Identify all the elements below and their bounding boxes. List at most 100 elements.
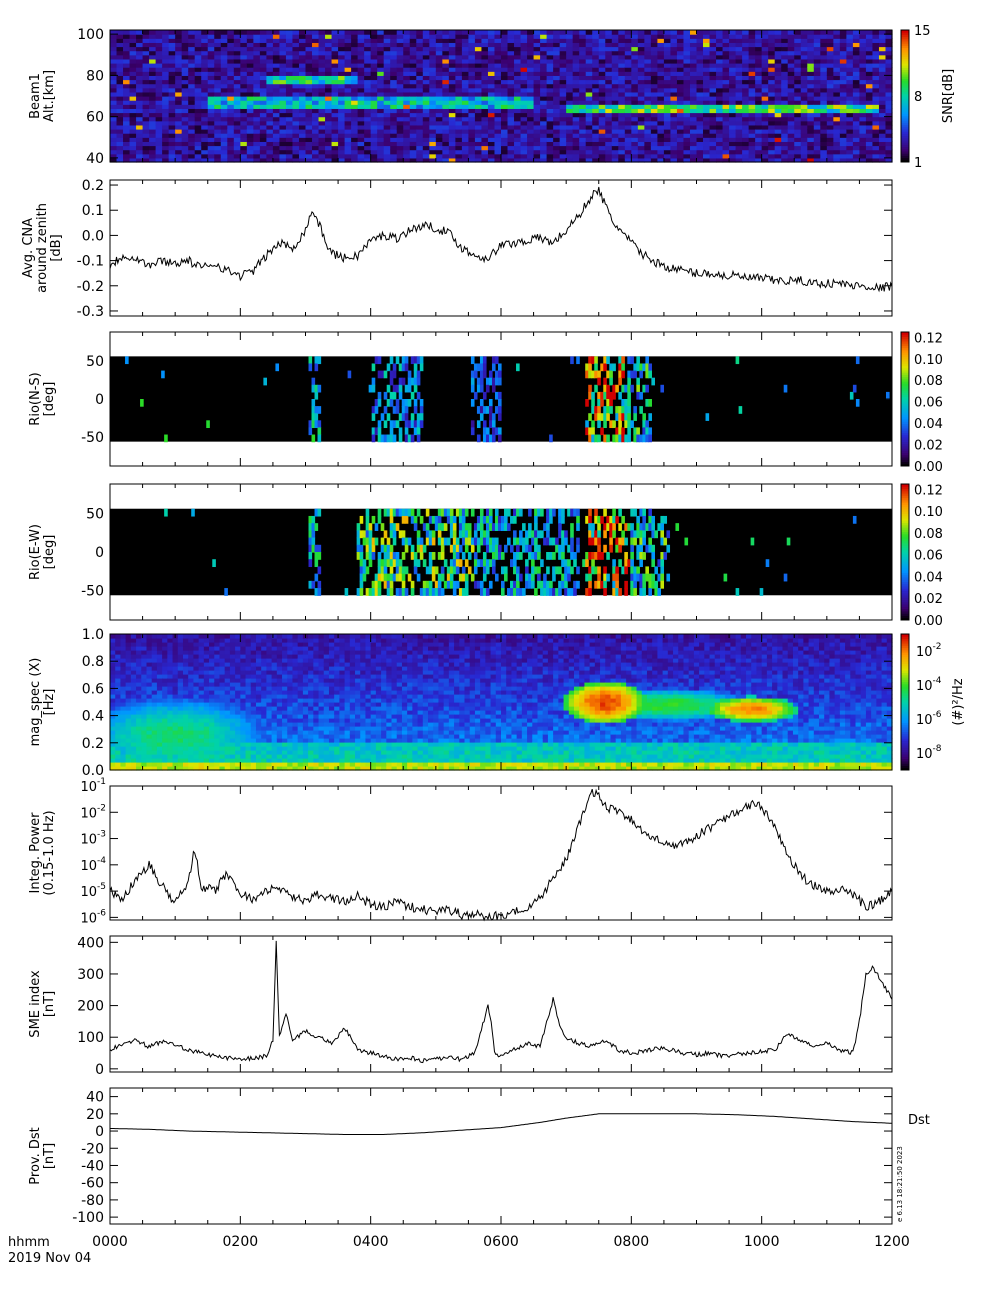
beam-cell [416,67,424,72]
beam-cell [227,54,235,60]
beam-cell [214,67,222,72]
beam-cell [742,141,750,147]
beam-cell [383,87,391,93]
beam-cell [722,63,730,68]
rio_ns-cell [479,370,484,379]
rio_ns-cell [491,413,496,421]
beam-cell [181,96,189,101]
beam-cell [233,79,241,85]
beam-cell [409,96,417,101]
beam-cell [292,79,300,85]
beam-cell [637,145,645,151]
rio_ns-cell [404,434,409,443]
beam-cell [742,91,750,97]
beam-cell [670,120,678,126]
beam-cell [839,75,847,81]
beam-cell [253,133,261,138]
beam-cell [461,79,470,85]
beam-cell [748,120,756,126]
rio_ew-cell [395,552,400,560]
beam-cell [344,104,352,109]
beam-cell [709,46,717,52]
beam-cell [259,75,267,81]
beam-cell [279,91,287,97]
rio_ew-cell [365,566,370,575]
beam-cell [644,124,652,130]
beam-cell [396,157,404,163]
beam-cell [142,145,150,151]
beam-cell [755,34,763,39]
rio_ew-cell [362,537,367,546]
beam-cell [429,129,437,134]
beam-cell [357,112,365,118]
beam-cell [859,50,867,56]
beam-cell [839,42,847,48]
beam-cell [546,50,554,56]
beam-cell [298,58,307,64]
beam-cell [494,133,502,138]
beam-cell [553,157,561,163]
beam-cell [663,42,672,48]
beam-cell [546,54,554,60]
beam-cell [220,38,228,43]
rio_ns-cell [642,363,646,372]
beam-cell [514,67,522,72]
beam-cell [637,91,645,97]
beam-cell [246,112,254,118]
rio_ew-cell [356,588,361,596]
beam-cell [129,38,137,43]
beam-cell [774,46,782,52]
beam-cell [377,112,385,118]
rio_ew-cell [476,559,481,568]
beam-cell [820,120,828,126]
beam-cell [507,50,515,56]
beam-cell [859,42,867,48]
beam-cell [312,58,320,64]
beam-cell [761,54,769,60]
beam-cell [409,120,417,126]
rio_ew-cell [443,523,448,531]
beam-cell [533,63,541,68]
beam-cell [272,133,281,138]
beam-cell [455,108,463,114]
beam-cell [501,38,509,43]
beam-cell [292,104,300,109]
beam-cell [383,133,391,138]
beam-cell [807,153,815,159]
beam-cell [259,67,267,72]
beam-cell [755,137,763,142]
beam-cell [800,54,808,60]
beam-cell [168,83,176,89]
beam-cell [572,149,580,155]
beam-cell [807,63,815,68]
beam-cell [370,133,378,138]
beam-cell [149,108,157,114]
beam-cell [624,83,632,89]
beam-cell [168,133,176,138]
beam-cell [644,141,652,147]
beam-cell [214,112,222,118]
rio_ns-cell [470,420,475,429]
beam-cell [266,124,274,130]
beam-cell [461,149,470,155]
beam-cell [409,50,417,56]
beam-cell [272,34,281,39]
beam-cell [716,112,724,118]
rio_ns-cell [314,384,319,393]
beam-cell [487,54,496,60]
beam-cell [331,116,339,122]
beam-cell [787,116,795,122]
beam-cell [742,67,750,72]
beam-cell [207,100,215,105]
beam-cell [611,79,619,85]
beam-cell [787,108,795,114]
beam-cell [136,133,144,138]
beam-cell [442,153,450,159]
rio_ns-cell [606,356,610,365]
beam-cell [318,149,326,155]
beam-cell [318,83,326,89]
beam-cell [800,58,808,64]
rio_ns-colorbar-cell [901,343,909,346]
beam-cell [559,141,567,147]
beam-cell [709,83,717,89]
